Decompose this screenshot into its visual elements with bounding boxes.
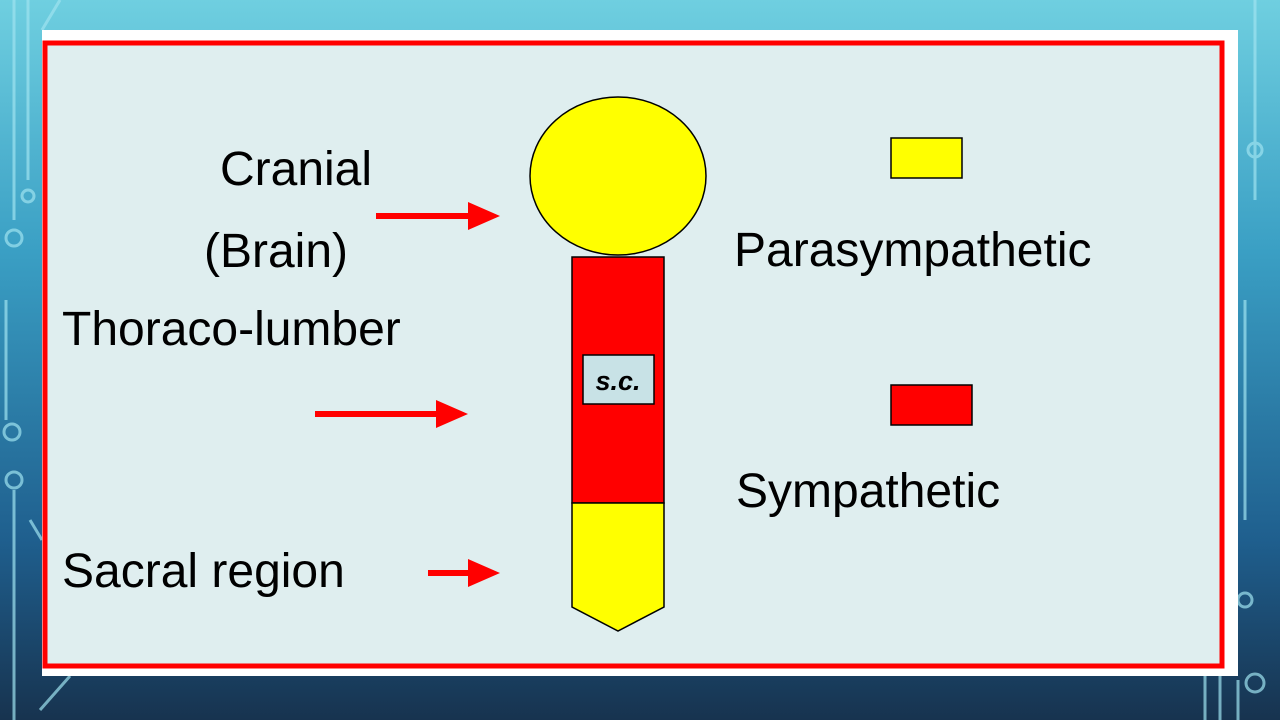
arrow-right-icon (315, 400, 468, 428)
label-sc: s.c. (595, 366, 640, 396)
sc-label-box (582, 354, 655, 405)
brain-shape (529, 96, 707, 256)
legend-swatch-parasympathetic (890, 137, 963, 179)
spinal-cord-sacral (571, 502, 665, 632)
label-thoraco-lumber: Thoraco-lumber (62, 303, 401, 356)
legend-label-sympathetic: Sympathetic (736, 465, 1000, 518)
legend-swatch-sympathetic (890, 384, 973, 426)
arrow-right-icon (376, 202, 500, 230)
legend-label-parasympathetic: Parasympathetic (734, 224, 1092, 277)
label-brain: (Brain) (204, 225, 348, 278)
label-sacral-region: Sacral region (62, 545, 345, 598)
label-cranial: Cranial (220, 143, 372, 196)
arrow-right-icon (428, 559, 500, 587)
